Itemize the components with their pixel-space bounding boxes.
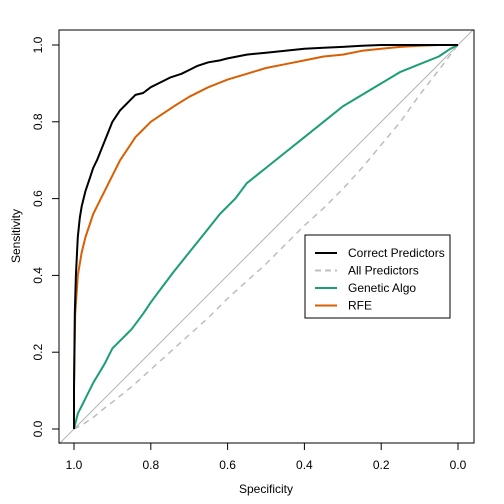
series-line-correct-predictors	[73, 44, 458, 429]
x-axis-title: Specificity	[239, 482, 293, 496]
x-tick-label: 1.0	[66, 458, 83, 472]
y-tick-label: 0.4	[31, 267, 45, 284]
y-tick-label: 0.2	[31, 344, 45, 361]
y-axis-title: Sensitivity	[9, 209, 23, 263]
reference-line-layer	[58, 29, 474, 445]
y-axis: 0.0 0.2 0.4 0.6 0.8 1.0	[31, 36, 60, 437]
y-tick-label: 1.0	[31, 36, 45, 53]
legend-box	[304, 234, 451, 319]
y-tick-label: 0.6	[31, 190, 45, 207]
legend: Correct Predictors All Predictors Genetic …	[304, 234, 451, 319]
legend-label: Correct Predictors	[348, 246, 445, 260]
x-tick-label: 0.4	[296, 458, 313, 472]
reference-diagonal	[58, 29, 474, 445]
legend-label: Genetic Algo	[348, 281, 416, 295]
y-tick-label: 0.0	[31, 420, 45, 437]
legend-label: All Predictors	[348, 264, 419, 278]
series-line-rfe	[73, 44, 458, 429]
x-tick-label: 0.2	[373, 458, 390, 472]
series-layer	[73, 44, 459, 430]
x-tick-label: 0.8	[142, 458, 159, 472]
legend-label: RFE	[348, 299, 372, 313]
x-tick-label: 0.0	[450, 458, 467, 472]
series-line-all-predictors	[73, 44, 459, 430]
y-tick-label: 0.8	[31, 113, 45, 130]
series-line-genetic-algo	[73, 44, 459, 430]
x-tick-label: 0.6	[219, 458, 236, 472]
x-axis: 1.0 0.8 0.6 0.4 0.2 0.0	[66, 442, 467, 472]
